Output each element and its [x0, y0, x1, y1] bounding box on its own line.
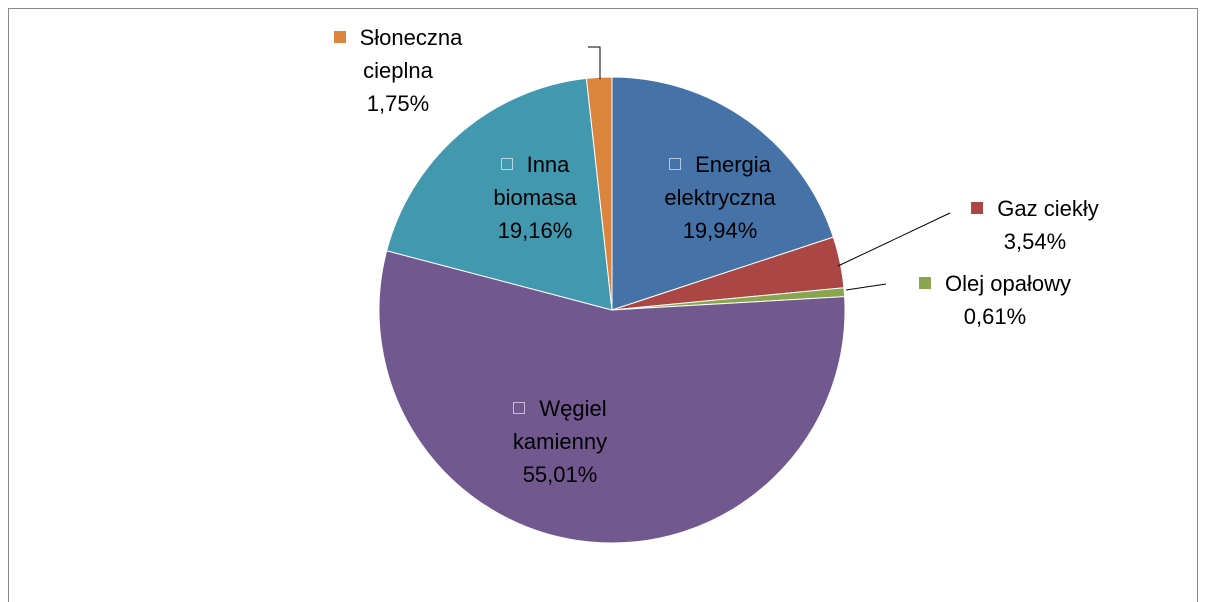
- pie-slice: [611, 76, 834, 311]
- value-label: 19,16%: [497, 218, 573, 243]
- slices: [378, 76, 846, 544]
- pie-slice: [378, 250, 846, 544]
- leader-line: [588, 46, 601, 79]
- data-label: Inna biomasa 19,16%: [460, 148, 610, 247]
- category-label: Inna biomasa: [493, 152, 577, 210]
- data-label: Energia elektryczna 19,94%: [625, 148, 815, 247]
- legend-key: [513, 402, 526, 414]
- category-label: Słoneczna cieplna: [359, 25, 463, 83]
- category-label: Olej opałowy: [945, 271, 1071, 296]
- value-label: 3,54%: [1003, 229, 1067, 254]
- value-label: 1,75%: [366, 91, 430, 116]
- leader-line: [845, 283, 887, 291]
- category-label: Gaz ciekły: [997, 196, 1099, 221]
- category-label: Węgiel kamienny: [512, 396, 608, 454]
- value-label: 19,94%: [682, 218, 758, 243]
- legend-key: [919, 277, 932, 289]
- chart-border: [8, 8, 1198, 602]
- legend-key: [971, 202, 984, 214]
- data-label: Węgiel kamienny 55,01%: [485, 392, 635, 491]
- category-label: Energia elektryczna: [664, 152, 776, 210]
- legend-key: [500, 158, 513, 170]
- data-label: Olej opałowy 0,61%: [875, 267, 1115, 333]
- pie-slice: [386, 77, 613, 311]
- legend-key: [333, 31, 346, 43]
- value-label: 0,61%: [963, 304, 1027, 329]
- value-label: 55,01%: [522, 462, 598, 487]
- data-label: Słoneczna cieplna 1,75%: [313, 21, 483, 120]
- leader-line: [837, 212, 951, 267]
- pie-slice: [585, 76, 613, 311]
- data-label: Gaz ciekły 3,54%: [935, 192, 1135, 258]
- legend-key: [669, 158, 682, 170]
